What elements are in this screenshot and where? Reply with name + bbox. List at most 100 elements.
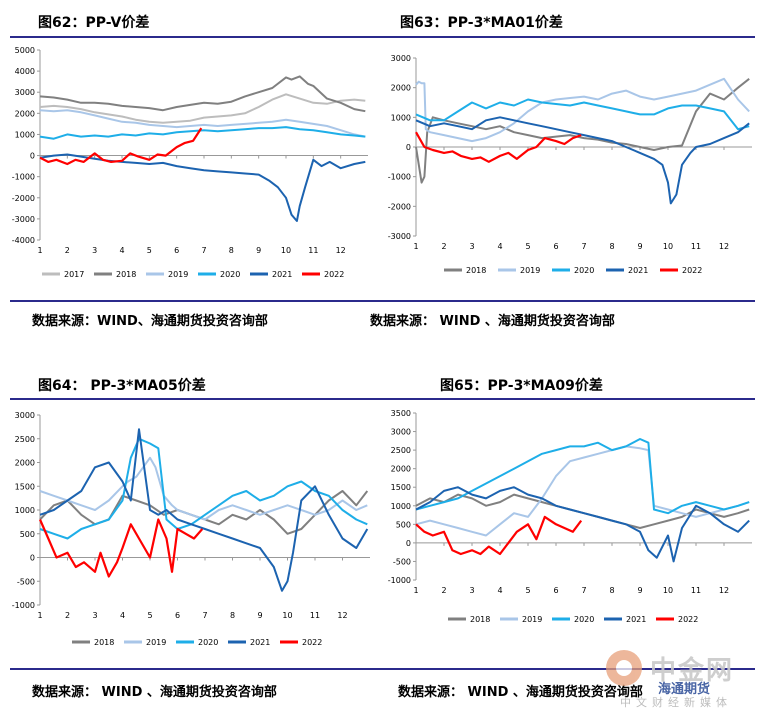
series-line-2021 [415, 116, 750, 205]
x-tick-label: 7 [201, 246, 206, 255]
x-tick-label: 12 [336, 246, 346, 255]
series-line-2018 [415, 78, 750, 184]
x-tick-label: 9 [257, 611, 262, 620]
legend-label-2021: 2021 [250, 638, 270, 647]
y-tick-label: 2000 [391, 465, 411, 474]
series-line-2019 [39, 109, 366, 138]
figure-title-62: 图62：PP-V价差 [38, 15, 150, 31]
y-tick-label: -3000 [12, 215, 35, 224]
series-line-2022 [38, 518, 204, 578]
y-tick-label: 1500 [391, 483, 411, 492]
legend-label-2019: 2019 [146, 638, 166, 647]
y-tick-label: -3000 [388, 232, 411, 241]
series-line-2019 [39, 456, 368, 521]
legend-label-2021: 2021 [272, 270, 292, 279]
top-rule [10, 36, 755, 38]
x-tick-label: 5 [147, 611, 152, 620]
x-tick-label: 3 [469, 242, 474, 251]
x-tick-label: 4 [120, 611, 125, 620]
x-tick-label: 2 [441, 242, 446, 251]
legend-label-2018: 2018 [466, 266, 486, 275]
x-tick-label: 2 [65, 611, 70, 620]
y-tick-label: 2000 [15, 109, 35, 118]
x-tick-label: 1 [37, 611, 42, 620]
x-tick-label: 3 [469, 586, 474, 595]
x-tick-label: 8 [229, 246, 234, 255]
watermark-brand: 中金网 [650, 656, 735, 686]
x-tick-label: 11 [691, 242, 701, 251]
x-tick-label: 1 [37, 246, 42, 255]
series-line-2018 [39, 75, 366, 113]
x-tick-label: 11 [310, 611, 320, 620]
legend-label-2022: 2022 [678, 615, 698, 624]
x-tick-label: 10 [282, 611, 292, 620]
legend-label-2020: 2020 [574, 615, 594, 624]
source-note-62: 数据来源：WIND、海通期货投资咨询部 [32, 314, 268, 329]
y-tick-label: -1000 [12, 601, 35, 610]
y-tick-label: 1000 [391, 502, 411, 511]
series-line-2020 [415, 438, 750, 515]
figure-title-65: 图65：PP-3*MA09价差 [440, 378, 603, 394]
watermark-logo-icon [606, 650, 642, 686]
y-tick-label: 2000 [15, 459, 35, 468]
y-tick-label: -2000 [12, 194, 35, 203]
x-tick-label: 1 [413, 586, 418, 595]
y-tick-label: 500 [20, 530, 35, 539]
y-tick-label: 5000 [15, 46, 35, 55]
y-tick-label: 1000 [15, 506, 35, 515]
legend-label-2022: 2022 [682, 266, 702, 275]
x-tick-label: 11 [691, 586, 701, 595]
mid-rule [10, 398, 755, 400]
series-line-2021 [39, 428, 369, 592]
y-tick-label: 0 [30, 152, 35, 161]
source-rule-bottom [10, 668, 755, 670]
x-tick-label: 12 [719, 586, 729, 595]
series-line-2022 [415, 131, 582, 163]
y-tick-label: 0 [406, 143, 411, 152]
legend-label-2018: 2018 [94, 638, 114, 647]
series-line-2020 [39, 126, 366, 140]
y-tick-label: 2500 [15, 435, 35, 444]
source-rule-top [10, 300, 755, 302]
y-tick-label: 1500 [15, 482, 35, 491]
x-tick-label: 7 [581, 242, 586, 251]
y-tick-label: -1000 [388, 576, 411, 585]
source-note-64: 数据来源： WIND 、海通期货投资咨询部 [32, 685, 277, 700]
legend-label-2021: 2021 [628, 266, 648, 275]
y-tick-label: -500 [393, 557, 411, 566]
series-line-2019 [415, 77, 750, 143]
series-line-2020 [39, 437, 368, 540]
x-tick-label: 10 [663, 586, 673, 595]
y-tick-label: -2000 [388, 202, 411, 211]
x-tick-label: 3 [92, 611, 97, 620]
source-note-63: 数据来源： WIND 、海通期货投资咨询部 [370, 314, 615, 329]
legend-label-2019: 2019 [520, 266, 540, 275]
y-tick-label: -4000 [12, 236, 35, 245]
x-tick-label: 8 [230, 611, 235, 620]
x-tick-label: 10 [663, 242, 673, 251]
series-line-2019 [415, 445, 750, 537]
x-tick-label: 5 [525, 242, 530, 251]
x-tick-label: 11 [308, 246, 318, 255]
legend-label-2022: 2022 [302, 638, 322, 647]
x-tick-label: 8 [609, 242, 614, 251]
legend-label-2018: 2018 [116, 270, 136, 279]
y-tick-label: -1000 [388, 173, 411, 182]
y-tick-label: 3000 [391, 428, 411, 437]
legend-label-2017: 2017 [64, 270, 84, 279]
y-tick-label: 4000 [15, 67, 35, 76]
series-line-2020 [415, 98, 750, 131]
y-tick-label: 1000 [15, 130, 35, 139]
x-tick-label: 7 [581, 586, 586, 595]
series-line-2022 [415, 515, 583, 556]
legend-label-2019: 2019 [168, 270, 188, 279]
y-tick-label: 3000 [391, 54, 411, 63]
series-line-2018 [415, 493, 750, 529]
y-tick-label: 500 [396, 520, 411, 529]
x-tick-label: 2 [441, 586, 446, 595]
x-tick-label: 10 [281, 246, 291, 255]
x-tick-label: 4 [119, 246, 124, 255]
